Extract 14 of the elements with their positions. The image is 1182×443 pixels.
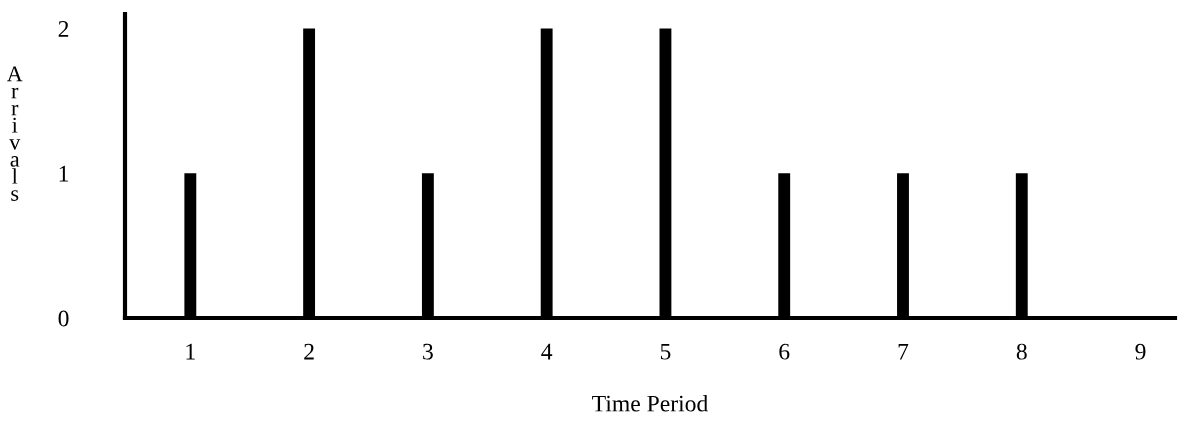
y-axis-title: Arrivals	[6, 66, 23, 201]
x-tick-label: 3	[423, 343, 433, 360]
y-tick-label: 0	[58, 310, 69, 327]
x-tick-label: 1	[186, 343, 195, 360]
x-tick-label: 9	[1135, 343, 1146, 360]
x-tick-label: 5	[660, 343, 671, 360]
x-tick-label: 4	[541, 343, 553, 360]
x-tick-label: 8	[1016, 343, 1027, 360]
y-tick-label: 1	[59, 165, 69, 182]
y-tick-label: 2	[58, 21, 69, 37]
x-tick-label: 7	[898, 343, 909, 360]
x-tick-label: 6	[779, 343, 790, 360]
x-axis-title: Time Period	[592, 394, 708, 412]
x-tick-label: 2	[304, 343, 314, 360]
